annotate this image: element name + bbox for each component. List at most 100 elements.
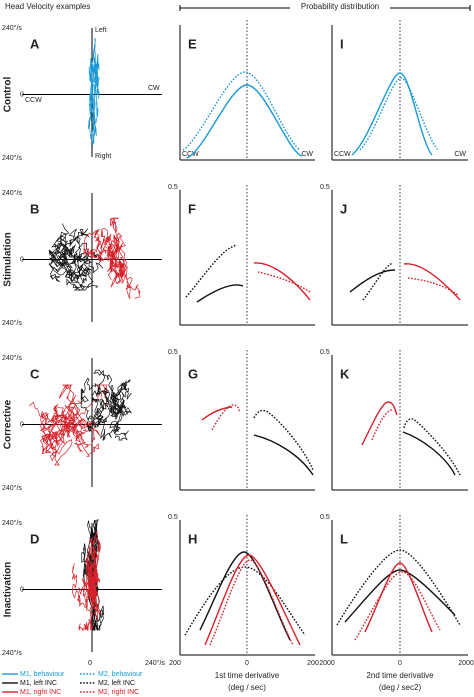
x-tick-label: 200 [307,660,319,667]
axis-label: 240°/s [145,659,165,667]
trace [29,401,80,440]
curve [253,434,314,476]
axis-label: 1st time derivative [215,671,280,680]
panel-letter: L [340,531,348,546]
curve [344,569,456,623]
trace [106,243,122,285]
trace [58,414,100,457]
trace [91,369,116,418]
curve [204,554,301,646]
panel-letter: F [188,201,196,216]
trace [80,377,112,432]
header-bg [290,2,390,12]
curve [351,72,433,156]
y-tick-label: 0.5 [320,184,330,191]
axis-label: 240°/s [2,519,22,527]
curve [403,418,461,476]
legend-label: M1, behaviour [20,671,65,678]
curve [407,277,459,296]
x-tick-label: 0 [245,660,249,667]
x-tick-label: 200 [169,660,181,667]
axis-label: CCW [182,151,199,158]
trace [66,245,99,291]
curve [253,409,314,471]
header: Probability distribution [301,2,379,11]
curve [359,77,439,151]
x-tick-label: 2000 [458,660,474,667]
trace [89,58,95,116]
trace [108,235,127,277]
curve [371,409,393,441]
legend: M1, behaviour M2, behaviour M1, left INC… [2,671,143,696]
legend-label: M2, left INC [98,680,135,687]
curve [182,71,301,151]
trace [50,247,94,288]
curves [182,71,461,646]
header: Head Velocity examples [5,2,90,11]
curve [349,269,396,293]
curve [364,562,433,633]
row-label: Corrective [3,399,14,449]
trace [48,249,70,283]
panel-letter: G [188,366,198,381]
legend-label: M2, behaviour [98,671,143,678]
legend-label: M1, right INC [20,689,61,696]
row-label: Control [3,77,14,113]
axis-label: 240°/s [2,154,22,162]
curve [402,431,456,476]
axis-label: CW [301,151,313,158]
row-label: Stimulation [3,232,14,286]
axis-label: 0 [20,256,24,263]
curve [361,401,398,446]
trace [78,567,94,632]
panel-letter: E [188,36,197,51]
y-tick-label: 0.5 [320,349,330,356]
legend-label: M1, left INC [20,680,57,687]
curve [201,406,233,421]
axis-label: 0 [88,660,92,667]
axis-label: Right [95,153,111,160]
trace [50,242,81,281]
curve [199,551,291,641]
panel-letter: C [30,366,40,381]
y-tick-label: 0.5 [168,184,178,191]
axis-label: CW [454,151,466,158]
curve [185,244,238,298]
axis-label: 0 [20,421,24,428]
axis-label: (deg / sec) [228,683,266,692]
curve [354,571,441,641]
trace [110,397,133,420]
panel-letter: I [340,36,344,51]
trace [83,227,117,255]
curve [196,284,244,303]
panel-letter: D [30,531,39,546]
axis-label: 240°/s [2,649,22,657]
trace [109,243,141,299]
curve [336,549,461,626]
trace [87,519,100,574]
panel-letter: A [30,36,40,51]
trace [40,394,79,441]
axis-label: 0 [20,586,24,593]
y-tick-label: 0.5 [168,514,178,521]
axis-label: 2nd time derivative [366,671,434,680]
axis-label: (deg / sec2) [379,683,422,692]
curve [362,262,394,301]
trace [105,379,131,423]
curve [186,84,303,159]
trace [88,62,98,104]
panel-letter: B [30,201,39,216]
axis-label: 240°/s [2,484,22,492]
axis-label: 0 [20,91,24,98]
trace [66,253,93,291]
panel-letter: H [188,531,197,546]
y-tick-label: 0.5 [168,349,178,356]
axis-label: 240°/s [2,319,22,327]
x-tick-label: 2000 [319,660,335,667]
trace [83,235,112,262]
axis-label: CCW [334,151,351,158]
trace [93,386,113,425]
curve [209,559,294,646]
row-label: Inactivation [3,562,14,618]
